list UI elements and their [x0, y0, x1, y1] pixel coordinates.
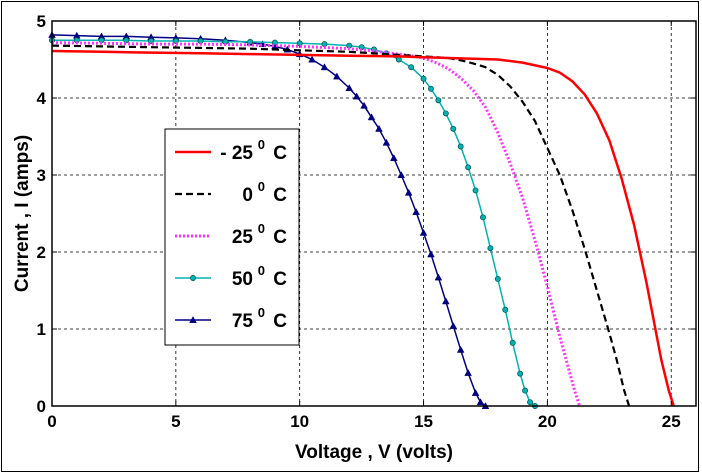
legend-degree: 0 [258, 263, 265, 278]
data-point [412, 208, 420, 215]
series-line [51, 34, 486, 407]
data-point [397, 171, 406, 178]
data-point [148, 38, 155, 44]
data-point [375, 124, 383, 132]
y-tick-label: 3 [37, 166, 46, 185]
data-point [247, 38, 254, 45]
legend-degree: 0 [258, 137, 265, 152]
x-tick-label: 20 [538, 412, 557, 431]
legend-unit: C [273, 227, 287, 248]
data-point [419, 228, 428, 236]
y-tick-label: 4 [37, 89, 47, 108]
series-line [51, 41, 582, 407]
data-point [527, 399, 533, 406]
data-point [308, 55, 316, 63]
data-point [321, 41, 328, 48]
data-point [320, 63, 329, 71]
data-point [435, 97, 442, 104]
x-tick-label: 5 [171, 412, 180, 431]
data-point [442, 297, 450, 305]
data-point [487, 245, 494, 252]
legend-temperature: - 25 [220, 143, 253, 164]
data-point [352, 92, 361, 100]
grid [52, 21, 696, 406]
data-point [457, 143, 464, 150]
data-point [509, 339, 516, 346]
series-25C [51, 41, 582, 407]
series-0C [51, 44, 631, 407]
legend-temperature: 75 [232, 311, 254, 332]
data-point [434, 273, 443, 281]
data-point [494, 276, 501, 282]
legend-temperature: 25 [232, 227, 254, 248]
plot-area-border [51, 20, 697, 407]
data-point [404, 188, 413, 196]
legend-unit: C [273, 269, 287, 290]
data-point [471, 388, 480, 396]
legend-marker [190, 275, 196, 281]
data-point [476, 398, 485, 406]
data-point [517, 370, 524, 377]
data-point [420, 75, 427, 82]
x-tick-label: 15 [414, 412, 433, 431]
data-point [472, 187, 479, 194]
data-point [172, 38, 179, 44]
data-point [271, 39, 278, 46]
data-point [450, 125, 457, 132]
series-25C [51, 49, 675, 407]
data-point [465, 164, 472, 171]
data-point [502, 306, 509, 313]
x-tick-label: 25 [662, 412, 681, 431]
data-point [456, 345, 465, 353]
series-line [51, 49, 675, 407]
y-tick-label: 1 [37, 320, 46, 339]
legend-temperature: 0 [242, 185, 253, 206]
series-line [51, 44, 631, 407]
data-point [408, 64, 415, 71]
data-point [427, 250, 435, 258]
data-point [123, 37, 130, 44]
data-point [345, 84, 354, 91]
legend-marker [189, 316, 197, 323]
legend-unit: C [273, 185, 287, 206]
legend-degree: 0 [258, 305, 265, 320]
y-axis-label: Current , I (amps) [12, 135, 33, 292]
data-point [360, 101, 368, 109]
data-point [382, 138, 391, 146]
x-axis-label: Voltage , V (volts) [295, 442, 453, 463]
data-point [442, 110, 449, 117]
legend-degree: 0 [258, 179, 265, 194]
data-point [296, 40, 303, 47]
data-point [389, 154, 398, 162]
legend-unit: C [273, 143, 287, 164]
data-point [464, 368, 472, 376]
legend-temperature: 50 [232, 269, 253, 290]
y-tick-label: 5 [37, 12, 46, 31]
data-point [522, 387, 529, 394]
data-point [367, 113, 376, 121]
data-point [480, 214, 486, 221]
data-point [449, 322, 458, 329]
legend-unit: C [273, 311, 287, 332]
ticks: 0 5 10 15 20 25 0 1 2 3 4 5 [37, 12, 696, 431]
legend-degree: 0 [258, 221, 265, 236]
data-point [428, 85, 434, 92]
data-point [333, 72, 341, 80]
series-group [48, 30, 675, 409]
x-tick-label: 10 [290, 412, 309, 431]
y-tick-label: 0 [37, 397, 46, 416]
x-tick-label: 0 [47, 412, 56, 431]
y-tick-label: 2 [37, 243, 46, 262]
